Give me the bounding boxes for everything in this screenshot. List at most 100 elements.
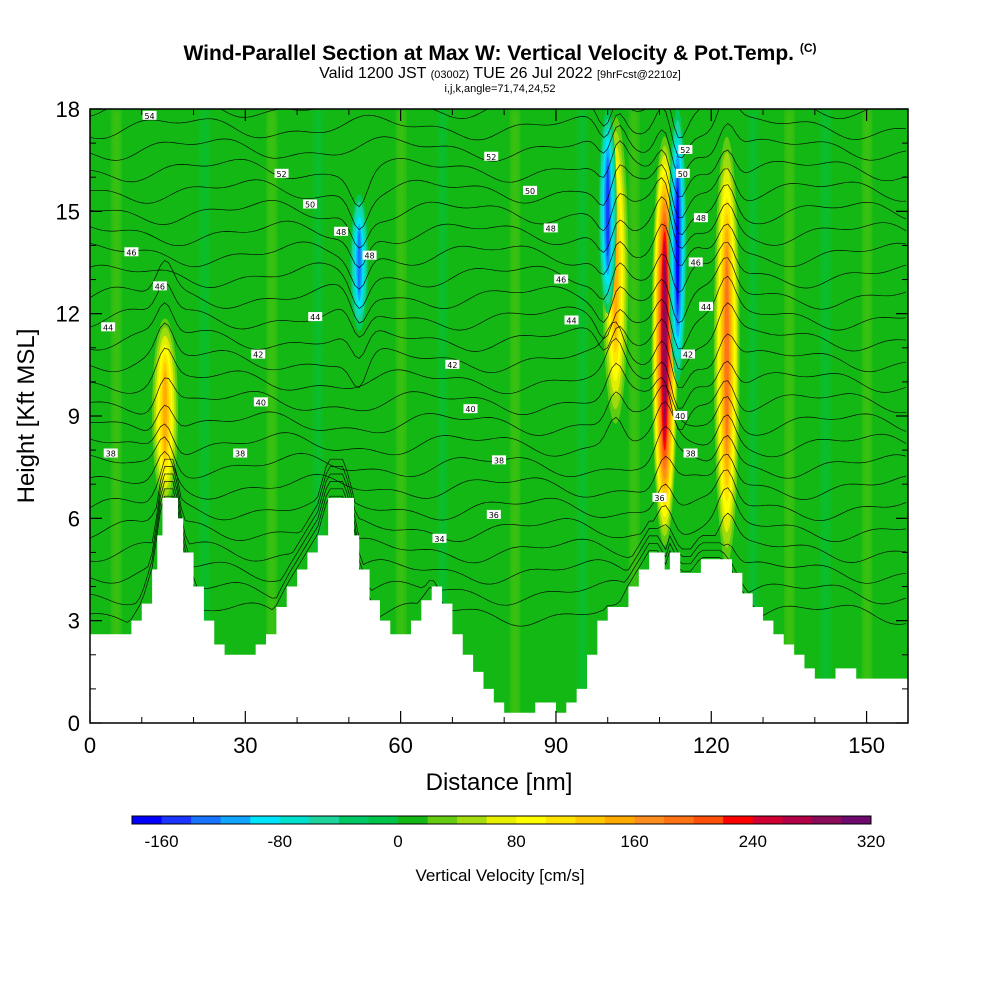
background-streak xyxy=(111,109,121,723)
title-block: Wind-Parallel Section at Max W: Vertical… xyxy=(0,36,1000,95)
background-streak xyxy=(821,109,831,723)
colorbar-swatch xyxy=(368,816,399,824)
colorbar-swatch xyxy=(841,816,872,824)
theta-label-bg xyxy=(486,509,501,519)
theta-label-text: 44 xyxy=(310,313,320,322)
isentrope-line xyxy=(90,109,871,138)
colorbar-tick-label: 320 xyxy=(857,832,885,851)
isentrope-line xyxy=(90,337,907,409)
colorbar-frame xyxy=(131,815,872,825)
theta-label-bg xyxy=(523,185,538,195)
forecast-info: [9hrFcst@2210z] xyxy=(596,69,681,81)
colorbar-tick-label: -160 xyxy=(145,832,179,851)
background-streak xyxy=(862,109,872,723)
colorbar-tick-label: -80 xyxy=(268,832,293,851)
background-streak xyxy=(396,109,406,723)
theta-label-text: 48 xyxy=(546,224,556,233)
vertical-velocity-field xyxy=(90,109,908,723)
colorbar-swatch xyxy=(161,816,192,824)
theta-label-text: 38 xyxy=(106,450,116,459)
isentrope-line xyxy=(90,495,906,627)
isentrope-line xyxy=(90,275,906,350)
theta-label: 42 xyxy=(445,359,460,370)
background-streak xyxy=(438,109,448,723)
theta-label-text: 50 xyxy=(305,201,315,210)
theta-label-text: 52 xyxy=(680,146,690,155)
downdraft-core xyxy=(357,231,361,294)
downdraft-core xyxy=(606,166,610,257)
theta-label: 46 xyxy=(554,274,569,285)
y-axis-title: Height [Kft MSL] xyxy=(13,329,40,504)
theta-label: 38 xyxy=(233,448,248,459)
contour-labels: 44 46 46 54 52 50 48 48 44 42 40 38 38 34 52 50 48 46 44 42… xyxy=(101,110,714,544)
background-streak xyxy=(267,109,277,723)
theta-label-bg xyxy=(251,349,266,359)
colorbar-tick-label: 240 xyxy=(739,832,767,851)
theta-label-bg xyxy=(492,455,506,465)
y-tick-label: 3 xyxy=(68,609,80,634)
colorbar-tick-label: 80 xyxy=(507,832,526,851)
theta-label-bg xyxy=(303,199,318,209)
background-streak xyxy=(577,109,587,723)
theta-label-text: 46 xyxy=(556,276,566,285)
colorbar-swatch xyxy=(191,816,222,824)
colorbar-tick-label: 0 xyxy=(393,832,402,851)
colorbar-swatch xyxy=(664,816,695,824)
background-streak xyxy=(199,109,209,723)
isentrope-line xyxy=(90,321,906,389)
theta-label-text: 46 xyxy=(126,248,136,257)
colorbar-swatch xyxy=(132,816,163,824)
theta-label: 38 xyxy=(683,448,698,459)
theta-label-bg xyxy=(432,533,447,543)
colorbar-swatch xyxy=(486,816,517,824)
theta-label-bg xyxy=(680,349,695,359)
theta-label-bg xyxy=(308,312,323,322)
theta-label: 46 xyxy=(152,281,167,291)
theta-label-bg xyxy=(253,397,268,407)
theta-label-text: 40 xyxy=(256,398,266,407)
theta-label: 36 xyxy=(486,509,501,520)
colorbar-swatch xyxy=(516,816,547,824)
theta-label: 54 xyxy=(142,110,157,121)
background-streak xyxy=(748,109,758,723)
theta-label: 46 xyxy=(124,247,139,257)
theta-label: 52 xyxy=(274,168,289,179)
x-tick-label: 90 xyxy=(544,733,568,758)
background-streak xyxy=(510,109,520,723)
isentrope-line xyxy=(90,223,906,290)
theta-label: 44 xyxy=(564,315,579,325)
theta-label: 34 xyxy=(432,533,447,544)
theta-label-text: 52 xyxy=(276,170,286,179)
updraft-core xyxy=(662,259,667,423)
colorbar-swatch xyxy=(398,816,429,824)
background-streak xyxy=(784,109,794,723)
theta-label-text: 54 xyxy=(144,112,154,121)
terrain xyxy=(90,497,908,723)
theta-label-bg xyxy=(688,257,703,267)
y-tick-label: 0 xyxy=(68,711,80,736)
theta-label-bg xyxy=(564,315,579,325)
colorbar-swatch xyxy=(457,816,488,824)
colorbar-swatch xyxy=(309,816,340,824)
copyright-mark: (C) xyxy=(799,41,817,55)
theta-label: 52 xyxy=(678,144,693,155)
isentrope-line xyxy=(90,466,906,543)
x-tick-label: 150 xyxy=(848,733,885,758)
isentrope-line xyxy=(90,451,906,500)
theta-label-text: 40 xyxy=(465,405,475,414)
isentrope-line xyxy=(90,458,907,522)
theta-label-text: 46 xyxy=(155,282,165,291)
x-axis-title: Distance [nm] xyxy=(426,769,573,796)
theta-label-bg xyxy=(673,411,688,420)
theta-label-bg xyxy=(103,448,118,458)
theta-label-bg xyxy=(484,151,499,161)
isentrope-line xyxy=(90,241,907,309)
theta-label: 44 xyxy=(699,301,714,312)
colorbar-swatch xyxy=(575,816,606,824)
theta-label: 48 xyxy=(334,226,349,237)
theta-label-bg xyxy=(554,274,569,284)
isentrope-line xyxy=(90,302,906,370)
valid-utc: (0300Z) xyxy=(430,69,470,81)
isentrope-line xyxy=(90,362,906,430)
theta-label-text: 42 xyxy=(683,351,693,360)
